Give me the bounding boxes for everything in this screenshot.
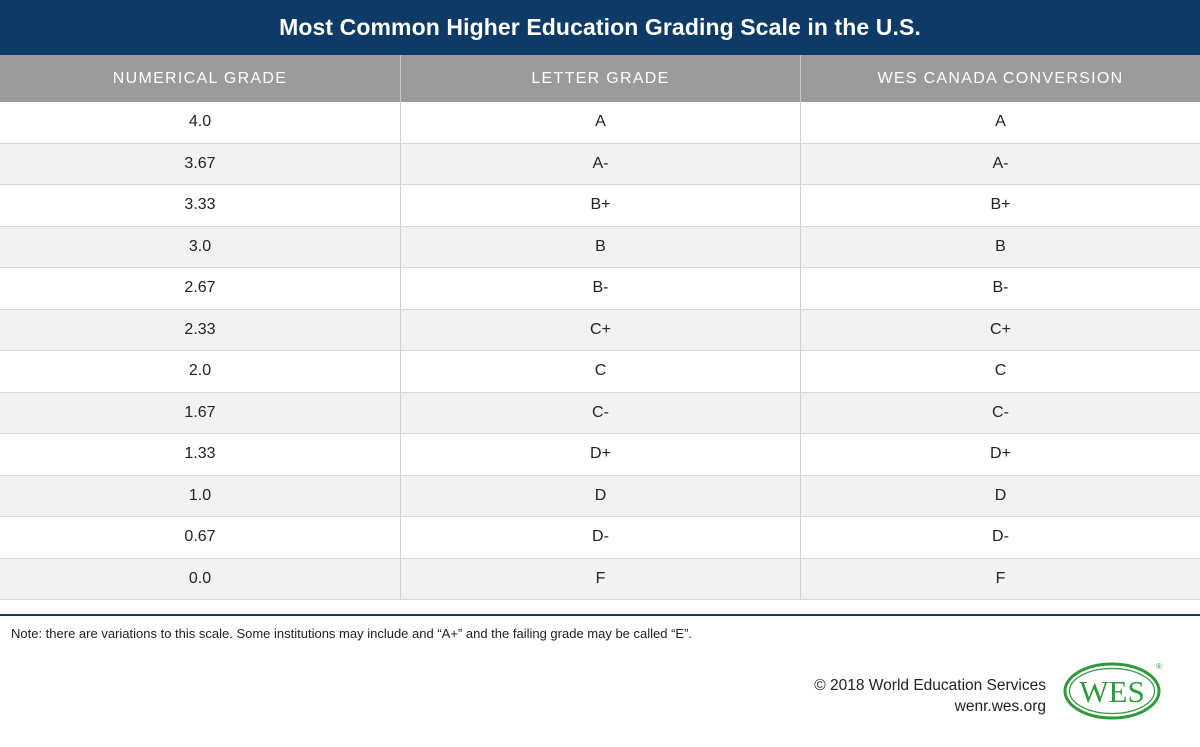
wes-conversion-cell: C- — [800, 392, 1200, 433]
column-header-letter-grade: LETTER GRADE — [400, 55, 800, 102]
numerical-grade-cell: 1.33 — [184, 445, 216, 463]
numerical-grade-cell: 3.0 — [188, 237, 212, 255]
numerical-grade-cell: 0.67 — [184, 528, 216, 546]
table-row: 2.33 C+ C+ — [0, 309, 1200, 351]
table-row: 4.0 A A — [0, 102, 1200, 144]
letter-grade-cell: C+ — [400, 309, 800, 350]
column-header-wes-canada-conversion: WES CANADA CONVERSION — [800, 55, 1200, 102]
wes-conversion-cell: A- — [800, 143, 1200, 184]
numerical-grade-cell: 4.0 — [188, 113, 212, 131]
letter-grade-cell: B- — [400, 268, 800, 309]
table-row: 0.0 F F — [0, 558, 1200, 600]
table-row: 2.67 B- B- — [0, 268, 1200, 310]
numerical-grade-cell: 2.0 — [188, 362, 212, 380]
numerical-grade-cell: 3.67 — [184, 154, 216, 172]
table-body: 4.0 A A 3.67 A- A- 3.33 B+ B+ 3.0 B B 2.… — [0, 102, 1200, 614]
letter-grade-cell: D — [400, 475, 800, 516]
letter-grade-cell: B+ — [400, 185, 800, 226]
numerical-grade-cell: 3.33 — [184, 196, 216, 214]
letter-grade-cell: C — [400, 351, 800, 392]
numerical-grade-cell: 1.67 — [184, 403, 216, 421]
wes-conversion-cell: C+ — [800, 309, 1200, 350]
letter-grade-cell: B — [400, 226, 800, 267]
site-url: wenr.wes.org — [954, 698, 1046, 715]
table-row: 3.0 B B — [0, 226, 1200, 268]
wes-conversion-cell: F — [800, 558, 1200, 599]
wes-conversion-cell: D+ — [800, 434, 1200, 475]
page-title: Most Common Higher Education Grading Sca… — [279, 14, 921, 40]
table-header: NUMERICAL GRADE LETTER GRADE WES CANADA … — [0, 55, 1200, 102]
table-row: 0.67 D- D- — [0, 517, 1200, 559]
registered-mark: ® — [1156, 662, 1162, 671]
logo-inner-ring — [1068, 667, 1156, 715]
table-row: 2.0 C C — [0, 351, 1200, 393]
wes-logo: WES ® — [1063, 662, 1162, 720]
letter-grade-cell: A — [400, 102, 800, 143]
column-header-numerical-grade: NUMERICAL GRADE — [112, 69, 288, 87]
letter-grade-cell: C- — [400, 392, 800, 433]
table-row: 1.67 C- C- — [0, 392, 1200, 434]
wes-conversion-cell: A — [800, 102, 1200, 143]
table-row: 1.33 D+ D+ — [0, 434, 1200, 476]
wes-conversion-cell: D- — [800, 517, 1200, 558]
letter-grade-cell: D- — [400, 517, 800, 558]
letter-grade-cell: F — [400, 558, 800, 599]
numerical-grade-cell: 0.0 — [188, 569, 212, 587]
letter-grade-cell: A- — [400, 143, 800, 184]
letter-grade-cell: D+ — [400, 434, 800, 475]
numerical-grade-cell: 1.0 — [188, 486, 212, 504]
copyright-text: © 2018 World Education Services — [814, 677, 1046, 694]
logo-outer-ring — [1063, 662, 1161, 720]
wes-conversion-cell: B+ — [800, 185, 1200, 226]
table-row: 1.0 D D — [0, 475, 1200, 517]
wes-conversion-cell: B — [800, 226, 1200, 267]
numerical-grade-cell: 2.33 — [184, 320, 216, 338]
wes-conversion-cell: C — [800, 351, 1200, 392]
numerical-grade-cell: 2.67 — [184, 279, 216, 297]
title-bar: Most Common Higher Education Grading Sca… — [0, 0, 1200, 55]
footnote: Note: there are variations to this scale… — [11, 626, 693, 641]
wes-conversion-cell: B- — [800, 268, 1200, 309]
table-bottom-rule — [0, 614, 1200, 616]
credits: © 2018 World Education Services wenr.wes… — [814, 675, 1046, 717]
table-row: 3.67 A- A- — [0, 143, 1200, 185]
wes-conversion-cell: D — [800, 475, 1200, 516]
logo-text: WES — [1079, 674, 1144, 709]
table-row: 3.33 B+ B+ — [0, 185, 1200, 227]
